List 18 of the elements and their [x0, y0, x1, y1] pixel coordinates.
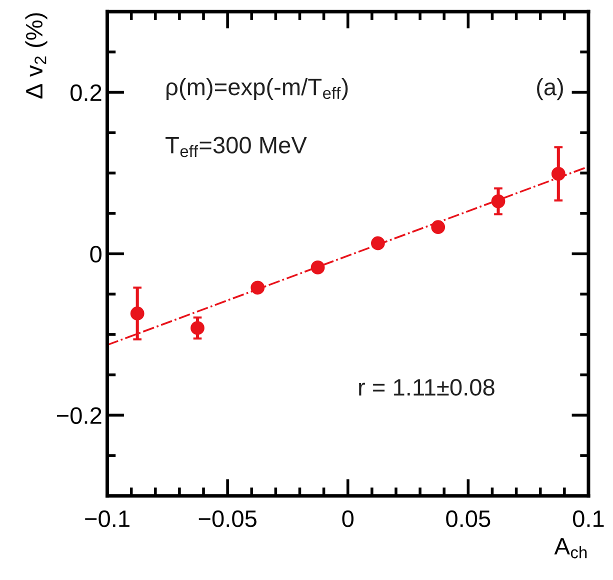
x-tick-label: −0.05 — [198, 510, 256, 528]
annotation: (a) — [537, 78, 563, 100]
annotation: T$_{eff}$=300 MeV — [166, 136, 307, 158]
annotation: ρ(m)=exp(-m/T$_{eff}$) — [166, 78, 348, 100]
point — [371, 236, 385, 250]
y-axis-title: Δ v$_{2}$ (%) — [25, 13, 48, 98]
x-tick-label: −0.1 — [85, 510, 130, 528]
point — [431, 220, 446, 234]
point — [250, 280, 265, 295]
point — [310, 260, 325, 274]
x-tick-label: 0 — [342, 510, 354, 528]
annotation: r = 1.11±0.08 — [359, 378, 494, 396]
y-tick-label: −0.2 — [56, 407, 102, 424]
x-axis-title: A$_{ch}$ — [554, 538, 587, 558]
x-tick-label: 0.1 — [572, 510, 604, 528]
y-tick-label: 0.2 — [70, 84, 102, 102]
x-tick-label: 0.05 — [446, 510, 490, 528]
y-tick-label: 0 — [90, 246, 102, 263]
